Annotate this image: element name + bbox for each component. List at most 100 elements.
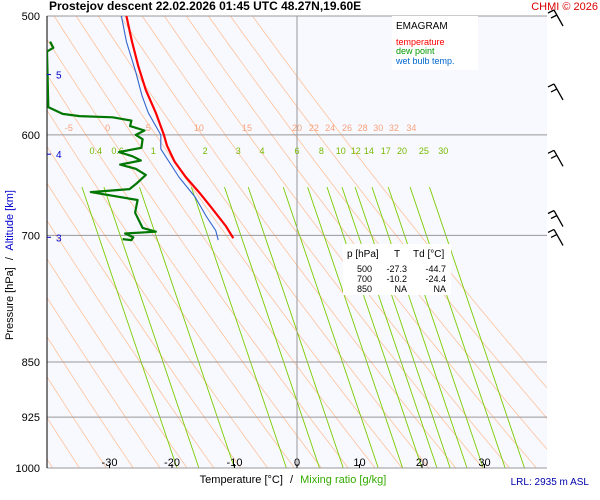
mixing-ratio-line [81,186,178,468]
svg-text:Pressure [hPa] / A: Pressure [hPa] / Altitude [km] [4,190,16,340]
table-cell: 700 [357,274,372,284]
mixing-ratio-label: 0.4 [89,146,102,156]
wind-barb-flag [550,88,558,93]
legend-wet-bulb: wet bulb temp. [395,56,455,66]
temperature-tick-label: 20 [416,457,428,469]
dry-adiabat-line [47,258,188,468]
wind-barb-flag [547,9,555,14]
pressure-tick-label: 1000 [16,463,40,475]
adiabat-label: 10 [194,123,204,133]
mixing-ratio-line [371,186,468,468]
series-dew-point [47,41,157,242]
x-axis-separator: / [290,474,294,486]
temperature-tick-label: -30 [102,457,118,469]
dry-adiabat-line [119,16,457,468]
adiabat-label: 34 [406,123,416,133]
table-cell: -10.2 [386,274,407,284]
mixing-ratio-label: 25 [419,146,429,156]
table-cell: -27.3 [386,264,407,274]
dry-adiabat-line [47,296,161,468]
pressure-tick-label: 850 [22,357,40,369]
altitude-tick-label: 4 [56,150,62,161]
mixing-ratio-lines [81,186,525,468]
sounding-table: p [hPa] T Td [°C] 500 -27.3 -44.7 700 -1… [343,244,451,295]
wind-barb-staff [553,229,564,246]
mixing-ratio-label: 30 [438,146,448,156]
adiabat-label: 0 [105,123,110,133]
y-axis-separator: / [4,256,16,260]
wind-barb-flag [550,14,558,19]
wind-barb-staff [553,149,564,167]
dry-adiabat-line [141,16,483,468]
legend-dew-point: dew point [396,46,435,56]
table-box [343,244,451,295]
wind-barb-flag [547,209,555,215]
pressure-tick-label: 925 [22,412,40,424]
altitude-tick-label: 3 [56,233,62,244]
wind-barb-flag [550,214,558,220]
wind-barb-flag [547,149,555,154]
mixing-ratio-line [341,186,438,468]
wind-barb-staff [553,83,564,101]
pressure-tick-label: 700 [22,230,40,242]
temperature-tick-label: 0 [294,457,300,469]
wind-barb-flag [550,154,558,159]
wind-barb-flag [547,228,555,233]
adiabat-label: 5 [146,123,151,133]
mixing-ratio-line [429,186,525,468]
mixing-ratio-line [190,186,287,468]
wind-barbs [547,9,564,246]
temperature-tick-label: -20 [164,457,180,469]
mixing-ratio-line [139,186,235,468]
table-cell: NA [433,284,446,294]
legend-temperature: temperature [396,37,445,47]
table-cell: 850 [357,284,372,294]
dry-adiabat-line [47,336,134,468]
mixing-ratio-line [103,186,200,468]
pressure-tick-label: 600 [22,130,40,142]
temperature-tick-label: -10 [227,457,243,469]
dry-adiabat-line [47,182,242,468]
wind-barb-staff [553,9,564,27]
adiabat-label: 32 [389,123,399,133]
dry-adiabat-line [47,376,107,468]
line-labels: -5 0 5 10 15 20 22 24 26 28 30 32 340.4 0.6 1 2 3 4 6 8 10 12… [65,123,448,156]
mixing-ratio-label: 20 [397,146,407,156]
wind-barb-staff [553,210,564,227]
pressure-tick-label: 500 [22,11,40,23]
series-wet-bulb-temp [120,16,219,241]
chart-title: Prostejov descent 22.02.2026 01:45 UTC 4… [49,0,361,13]
series-temperature [125,16,235,239]
table-cell: NA [394,284,407,294]
mixing-ratio-label: 4 [259,146,264,156]
mixing-ratio-line [224,186,320,468]
dry-adiabat-line [47,109,295,468]
mixing-ratio-label: 8 [319,146,324,156]
table-header-td: Td [°C] [413,249,444,260]
table-cell: -24.4 [425,274,446,284]
legend-box [392,16,478,70]
mixing-ratio-label: 17 [381,146,391,156]
legend-title: EMAGRAM [396,21,448,32]
adiabat-label: 26 [342,123,352,133]
x-axis-temp-label: Temperature [°C] [200,474,283,486]
y-axis-title: Pressure [hPa] / Altitude [km] [4,190,16,340]
adiabat-label: -5 [65,123,73,133]
mixing-ratio-label: 14 [364,146,374,156]
profile-series [47,16,235,242]
table-cell: -44.7 [425,264,446,274]
mixing-ratio-line [409,186,506,468]
temperature-tick-label: 10 [353,457,365,469]
x-axis-title: Temperature [°C] / Mixing ratio [g/kg] [200,474,387,486]
mixing-ratio-line [307,186,404,468]
y-axis-altitude-label: Altitude [km] [4,190,16,251]
adiabat-label: 15 [242,123,252,133]
altitude-tick-label: 5 [56,71,62,82]
wind-barb-flag [547,83,555,88]
mixing-ratio-line [247,186,344,468]
adiabat-label: 22 [309,123,319,133]
temperature-tick-label: 30 [478,457,490,469]
mixing-ratio-label: 12 [351,146,361,156]
